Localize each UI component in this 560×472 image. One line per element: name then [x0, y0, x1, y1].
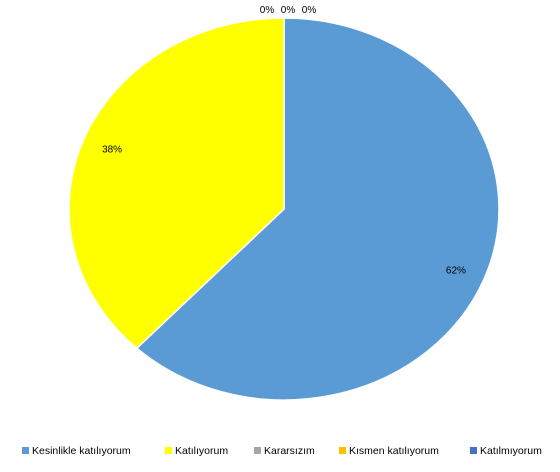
- legend: Kesinlikle katılıyorum Katılıyorum Kararsı…: [22, 445, 542, 457]
- data-label-kararsizim: 0%: [260, 5, 275, 16]
- legend-swatch: [165, 447, 172, 454]
- legend-label: Katılmıyorum: [480, 445, 542, 457]
- legend-swatch: [470, 447, 477, 454]
- legend-item-kararsizim: Kararsızım: [254, 445, 315, 457]
- data-label-kesinlikle-katiliyorum: 62%: [446, 265, 466, 276]
- pie-slice-kesinlikle-katiliyorum: [135, 17, 500, 401]
- legend-item-katiliyorum: Katılıyorum: [165, 445, 228, 457]
- data-label-katiliyorum: 38%: [102, 145, 122, 156]
- data-label-katilmiyorum: 0%: [302, 5, 317, 16]
- legend-label: Kesinlikle katılıyorum: [32, 445, 131, 457]
- legend-item-kismen-katiliyorum: Kısmen katılıyorum: [339, 445, 439, 457]
- legend-label: Kısmen katılıyorum: [349, 445, 439, 457]
- legend-swatch: [22, 447, 29, 454]
- legend-item-kesinlikle-katiliyorum: Kesinlikle katılıyorum: [22, 445, 131, 457]
- pie-slices: [68, 17, 500, 401]
- legend-label: Kararsızım: [264, 445, 315, 457]
- legend-item-katilmiyorum: Katılmıyorum: [470, 445, 542, 457]
- data-label-kismen-katiliyorum: 0%: [281, 5, 296, 16]
- pie-slice-katiliyorum: [68, 17, 285, 350]
- legend-swatch: [339, 447, 346, 454]
- legend-swatch: [254, 447, 261, 454]
- data-labels: 62% 38% 0% 0% 0%: [102, 5, 466, 276]
- legend-label: Katılıyorum: [175, 445, 228, 457]
